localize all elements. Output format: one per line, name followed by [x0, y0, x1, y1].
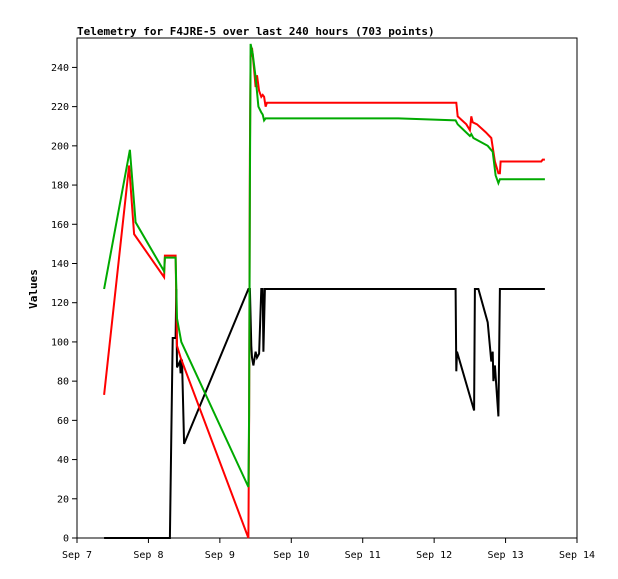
chart-title: Telemetry for F4JRE-5 over last 240 hour… [77, 25, 435, 38]
y-tick-label: 60 [57, 416, 69, 427]
y-tick-label: 180 [51, 181, 69, 192]
plot-frame [76, 37, 578, 539]
y-tick-label: 140 [51, 259, 69, 270]
y-tick-label: 240 [51, 63, 69, 74]
x-tick-label: Sep 7 [62, 550, 92, 561]
axis-ticks: 0 20 40 60 80 100 120 140 160 180 200 220 240 Sep 7 Se… [51, 63, 595, 561]
y-tick-label: 80 [57, 377, 69, 388]
series-line-1 [104, 288, 545, 539]
x-tick-label: Sep 13 [488, 550, 524, 561]
y-tick-label: 0 [63, 534, 69, 545]
y-axis-label-group: Values [27, 269, 40, 309]
x-tick-label: Sep 10 [273, 550, 309, 561]
y-axis-label: Values [27, 269, 40, 309]
y-tick-label: 200 [51, 141, 69, 152]
y-tick-label: 40 [57, 455, 69, 466]
x-tick-label: Sep 12 [416, 550, 452, 561]
series-line-3 [103, 43, 545, 488]
y-tick-label: 220 [51, 102, 69, 113]
y-tick-label: 100 [51, 337, 69, 348]
x-tick-label: Sep 8 [133, 550, 163, 561]
y-tick-label: 20 [57, 494, 69, 505]
y-tick-label: 120 [51, 298, 69, 309]
x-tick-label: Sep 14 [559, 550, 595, 561]
x-tick-label: Sep 9 [205, 550, 235, 561]
x-tick-label: Sep 11 [345, 550, 381, 561]
series-lines [103, 43, 545, 539]
y-tick-label: 160 [51, 220, 69, 231]
